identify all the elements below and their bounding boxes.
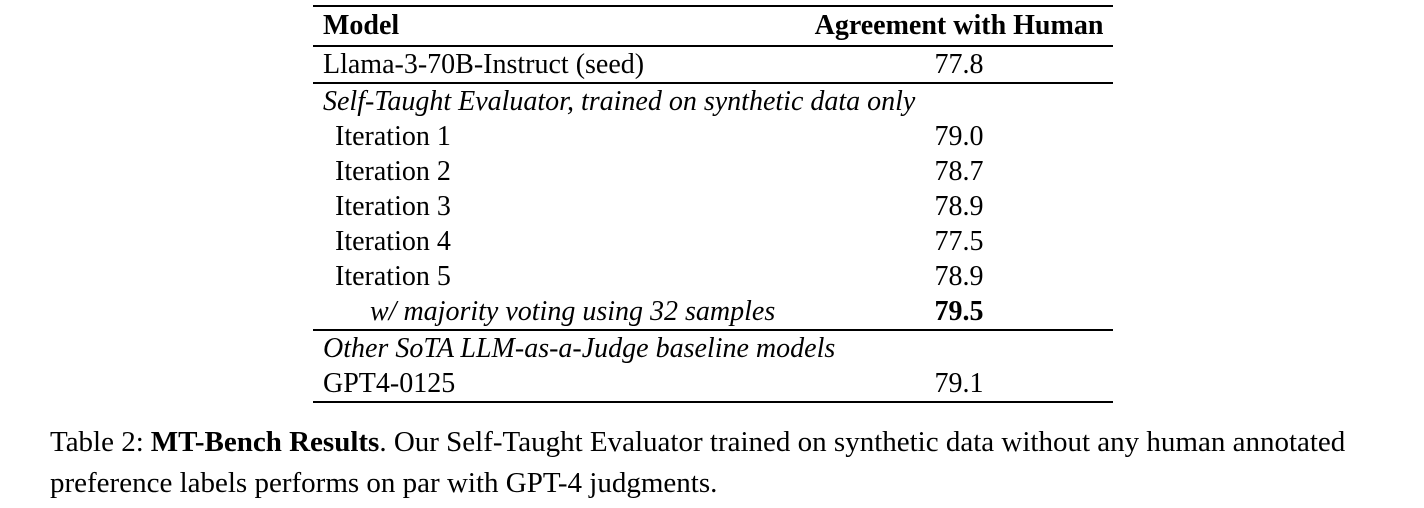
value-cell: 78.9: [934, 190, 984, 222]
value-cell: 78.9: [934, 260, 984, 292]
model-cell: Iteration 2: [335, 155, 451, 187]
model-cell: Iteration 5: [335, 260, 451, 292]
value-cell: 79.1: [934, 367, 984, 399]
column-header-agreement: Agreement with Human: [814, 10, 1104, 41]
value-cell: 78.7: [934, 155, 984, 187]
caption-title: MT-Bench Results: [150, 426, 380, 458]
value-cell: 77.5: [934, 225, 984, 257]
table-row-majority-voting: w/ majority voting using 32 samples 79.5: [313, 294, 1113, 331]
caption-body: . Our Self-Taught Evaluator trained on s…: [50, 426, 1346, 499]
table-row: Iteration 3 78.9: [313, 189, 1113, 224]
table-row: Iteration 1 79.0: [313, 119, 1113, 154]
model-cell: Iteration 1: [335, 120, 451, 152]
table-header-row: Model Agreement with Human: [313, 7, 1113, 47]
model-cell: w/ majority voting using 32 samples: [370, 295, 776, 327]
model-cell: Iteration 4: [335, 225, 451, 257]
value-cell: 79.0: [934, 120, 984, 152]
model-cell: Llama-3-70B-Instruct (seed): [323, 48, 645, 80]
section-header-row: Self-Taught Evaluator, trained on synthe…: [313, 84, 1113, 119]
table-row: GPT4-0125 79.1: [313, 366, 1113, 401]
table-row: Iteration 5 78.9: [313, 259, 1113, 294]
section-label: Self-Taught Evaluator, trained on synthe…: [323, 85, 916, 117]
model-cell: GPT4-0125: [323, 367, 456, 399]
table-row: Llama-3-70B-Instruct (seed) 77.8: [313, 47, 1113, 84]
model-cell: Iteration 3: [335, 190, 451, 222]
value-cell: 79.5: [934, 295, 984, 327]
table-row: Iteration 4 77.5: [313, 224, 1113, 259]
section-label: Other SoTA LLM-as-a-Judge baseline model…: [323, 332, 836, 364]
section-header-row: Other SoTA LLM-as-a-Judge baseline model…: [313, 331, 1113, 366]
caption-label: Table 2:: [50, 426, 144, 458]
table-caption: Table 2: MT-Bench Results. Our Self-Taugh…: [50, 422, 1390, 504]
value-cell: 77.8: [934, 48, 984, 80]
table-row: Iteration 2 78.7: [313, 154, 1113, 189]
column-header-model: Model: [323, 10, 400, 41]
results-table: Model Agreement with Human Llama-3-70B-I…: [313, 5, 1113, 403]
